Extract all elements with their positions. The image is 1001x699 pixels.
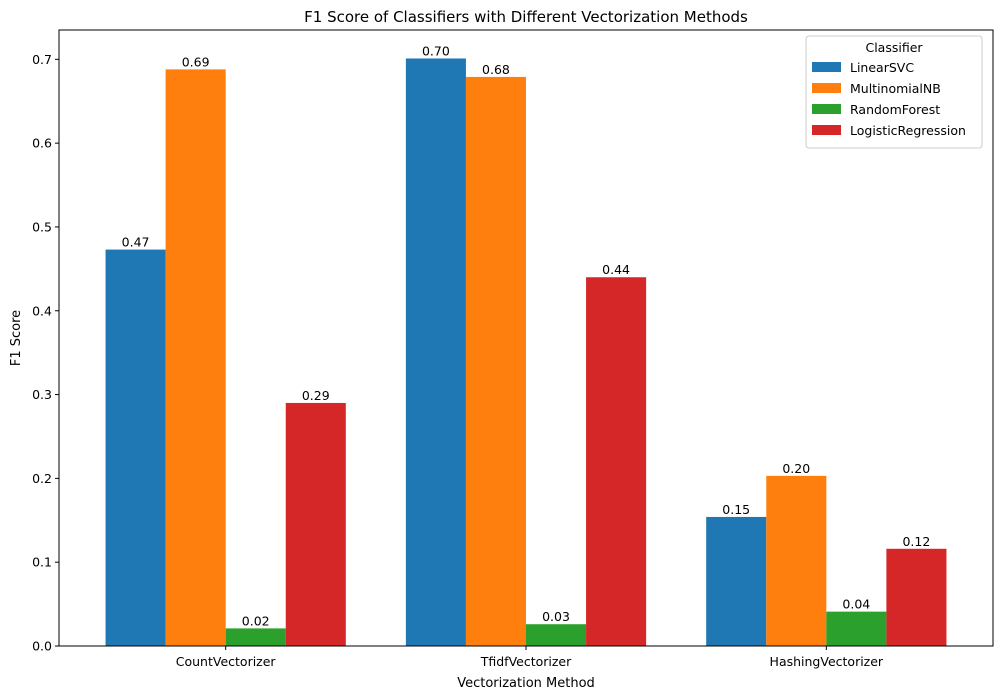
y-tick-label: 0.7 <box>32 52 52 67</box>
bar-value-label: 0.03 <box>542 609 570 624</box>
y-tick-label: 0.4 <box>32 303 52 318</box>
bar-linearsvc-hashingvectorizer <box>706 516 767 646</box>
y-axis: 0.0 0.1 0.2 0.3 0.4 0.5 0.6 0.7 <box>32 52 59 654</box>
bar-logisticregression-hashingvectorizer <box>886 548 947 646</box>
legend-swatch-logisticregression <box>812 125 841 135</box>
bar-logisticregression-countvectorizer <box>285 402 346 646</box>
bar-linearsvc-countvectorizer <box>105 249 166 647</box>
bar-value-label: 0.04 <box>842 597 870 612</box>
y-axis-label: F1 Score <box>9 310 24 366</box>
bar-randomforest-countvectorizer <box>225 628 286 646</box>
legend-swatch-randomforest <box>812 104 841 114</box>
y-tick-label: 0.0 <box>32 639 52 654</box>
y-tick-label: 0.1 <box>32 555 52 570</box>
legend-swatch-multinomialnb <box>812 83 841 93</box>
bar-value-label: 0.02 <box>242 613 270 628</box>
legend-label: RandomForest <box>850 102 940 117</box>
legend: Classifier LinearSVC MultinomialNB RandomF… <box>805 35 983 149</box>
legend-items: LinearSVC MultinomialNB RandomForest Logist… <box>812 60 966 138</box>
legend-swatch-linearsvc <box>812 62 841 72</box>
bar-labels-group: 0.47 0.70 0.15 0.69 0.68 0.20 0.02 0.03 0.04 0.29… <box>122 43 931 628</box>
y-tick-label: 0.3 <box>32 387 52 402</box>
bar-value-label: 0.20 <box>782 461 810 476</box>
bar-value-label: 0.12 <box>902 534 930 549</box>
bar-value-label: 0.47 <box>122 235 150 250</box>
chart-title: F1 Score of Classifiers with Different V… <box>304 8 748 26</box>
bar-value-label: 0.15 <box>722 502 750 517</box>
bar-linearsvc-tfidfvectorizer <box>405 58 466 646</box>
legend-box <box>805 35 983 149</box>
bar-randomforest-tfidfvectorizer <box>526 624 587 646</box>
bar-multinomialnb-countvectorizer <box>165 69 226 646</box>
bar-logisticregression-tfidfvectorizer <box>586 277 647 646</box>
legend-label: LogisticRegression <box>850 123 966 138</box>
y-tick-label: 0.2 <box>32 471 52 486</box>
x-tick-label: CountVectorizer <box>176 654 277 669</box>
bar-value-label: 0.68 <box>482 62 510 77</box>
x-tick-label: HashingVectorizer <box>770 654 884 669</box>
legend-title: Classifier <box>865 40 923 55</box>
bar-value-label: 0.29 <box>302 388 330 403</box>
x-axis-label: Vectorization Method <box>457 676 595 691</box>
bar-multinomialnb-tfidfvectorizer <box>465 76 526 646</box>
bar-value-label: 0.69 <box>182 54 210 69</box>
x-tick-label: TfidfVectorizer <box>480 654 572 669</box>
y-tick-label: 0.6 <box>32 136 52 151</box>
bar-value-label: 0.70 <box>422 43 450 58</box>
y-tick-label: 0.5 <box>32 219 52 234</box>
bar-multinomialnb-hashingvectorizer <box>766 475 827 646</box>
legend-label: MultinomialNB <box>850 81 941 96</box>
bar-randomforest-hashingvectorizer <box>826 611 887 646</box>
bars-group <box>105 58 947 647</box>
bar-value-label: 0.44 <box>602 262 630 277</box>
x-axis: CountVectorizer TfidfVectorizer HashingVec… <box>176 646 884 669</box>
legend-label: LinearSVC <box>850 60 914 75</box>
